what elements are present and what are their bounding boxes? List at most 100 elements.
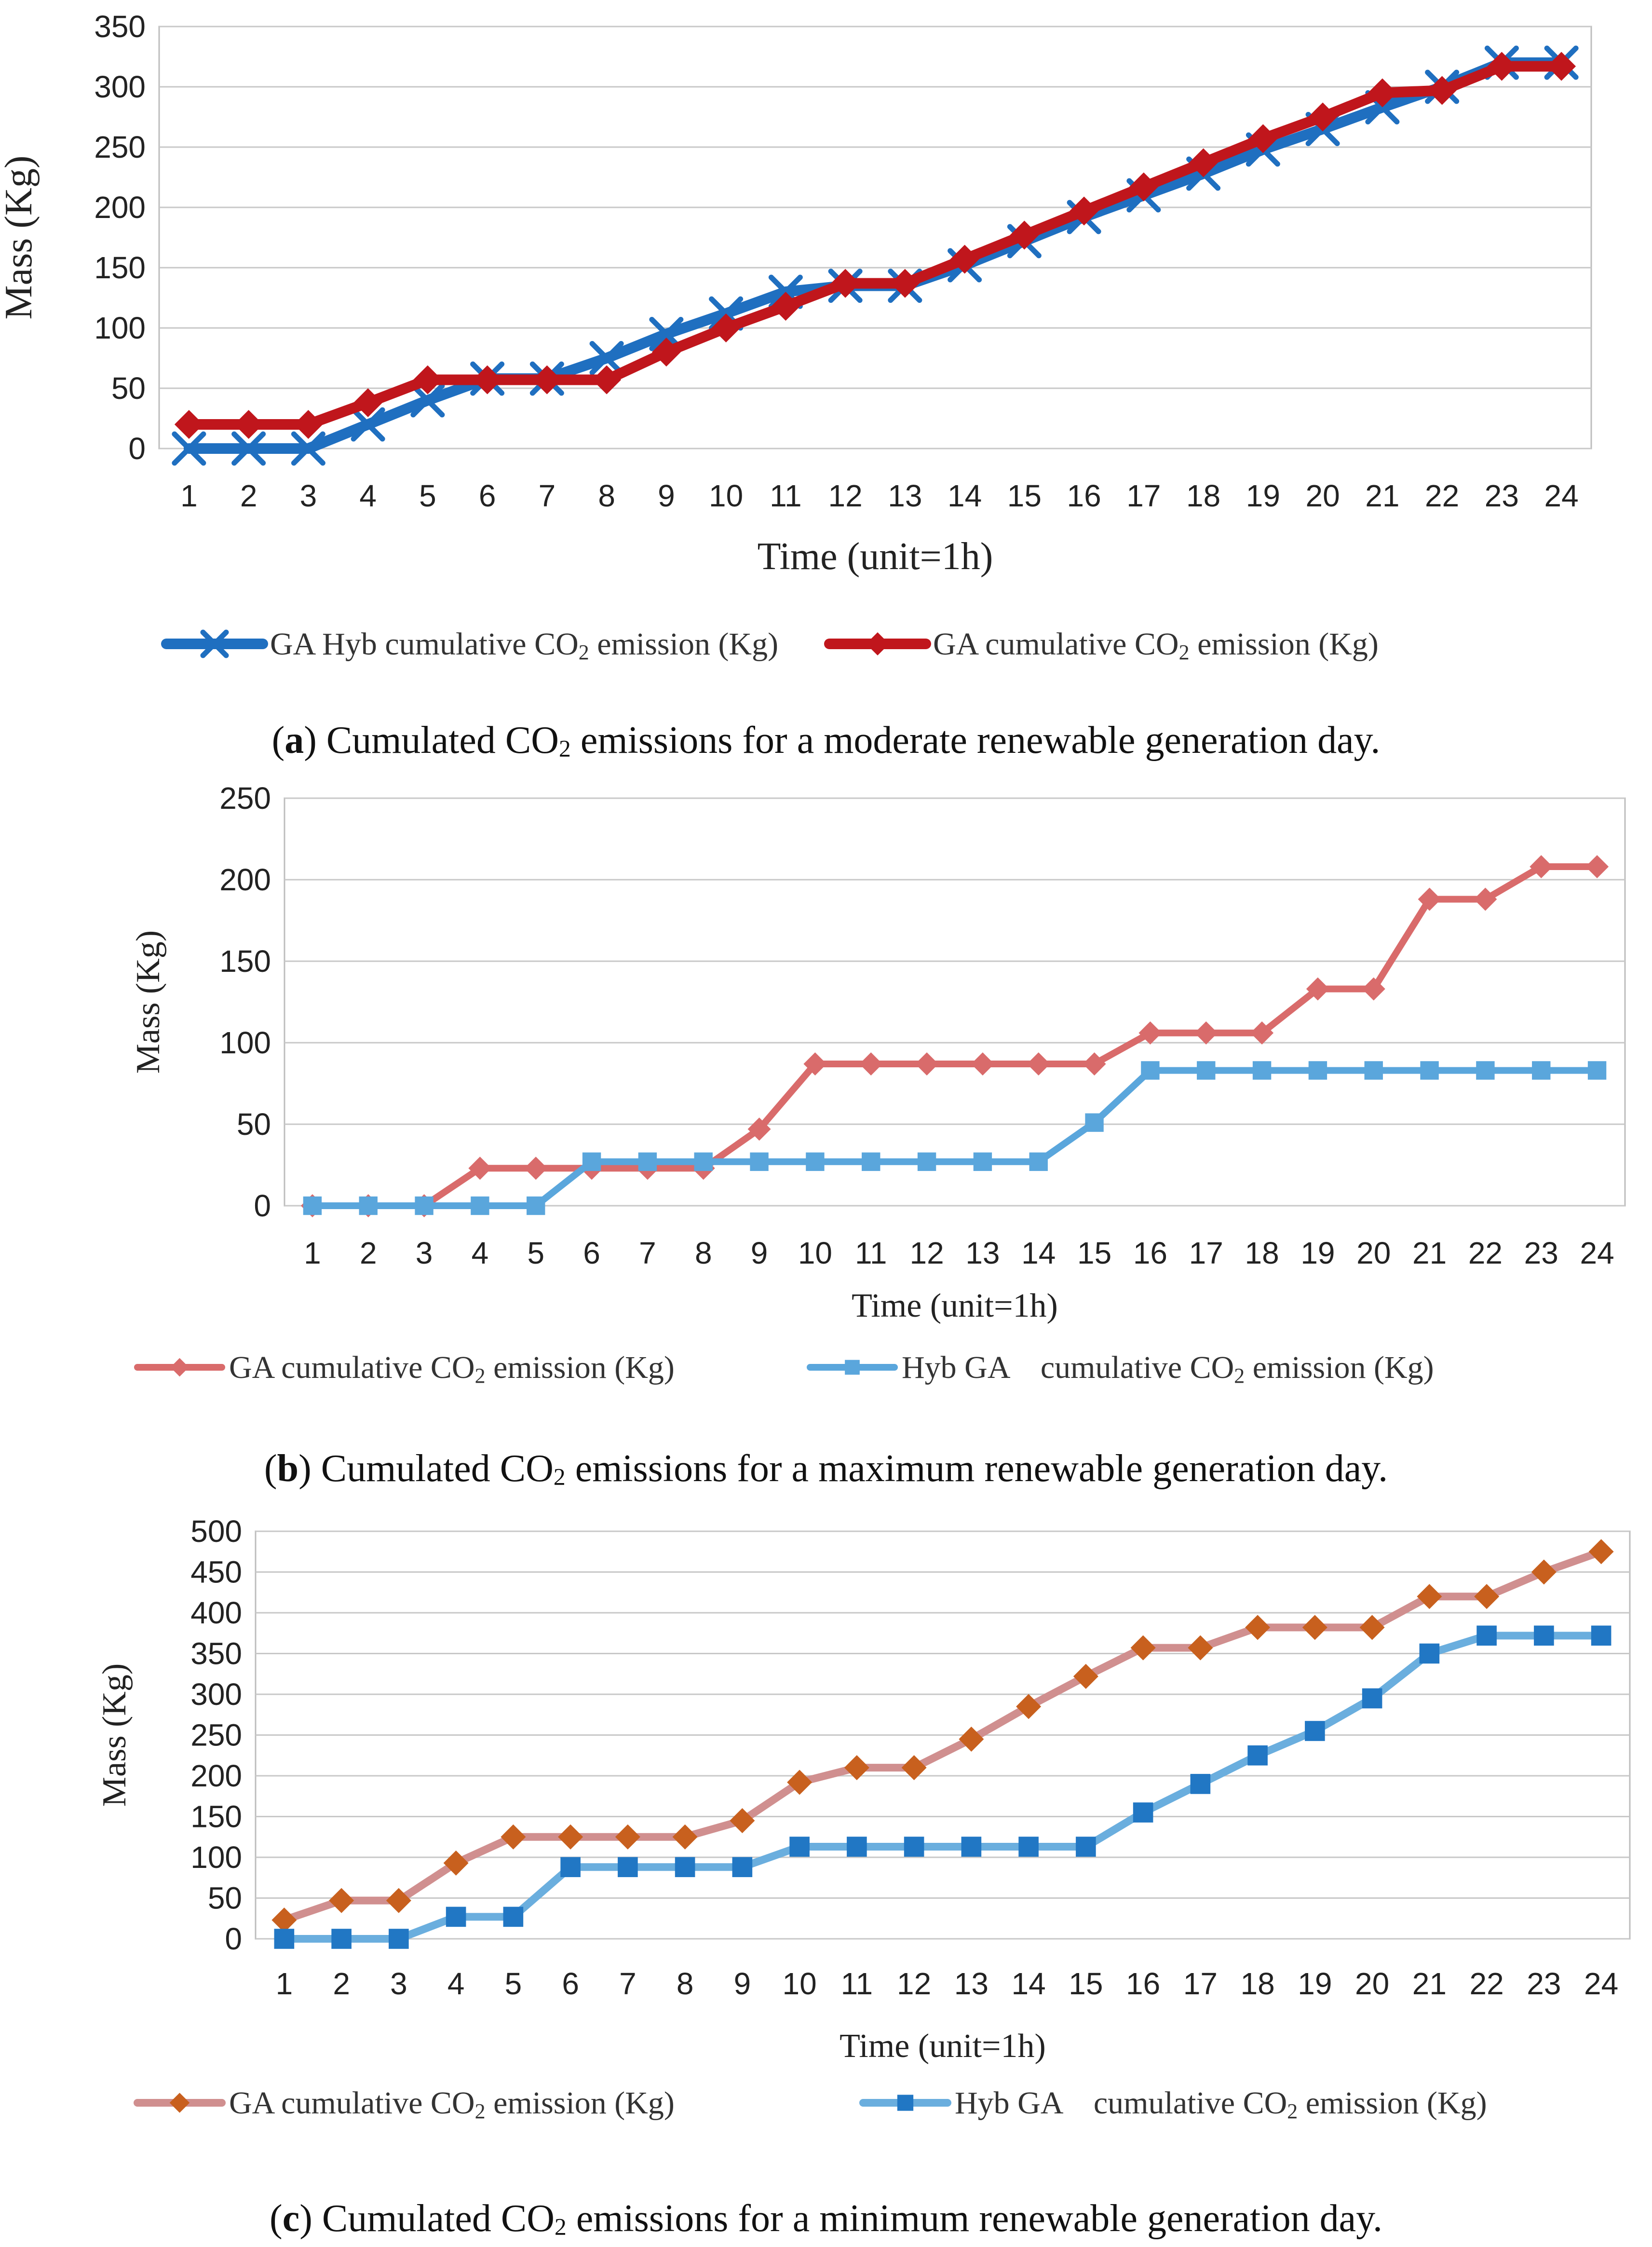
y-tick-label: 0	[128, 431, 146, 466]
x-tick-label: 13	[965, 1236, 1000, 1270]
data-point	[971, 1052, 994, 1076]
x-tick-label: 10	[783, 1966, 817, 2001]
y-tick-label: 50	[208, 1881, 242, 1916]
data-point	[1194, 1021, 1218, 1045]
data-point	[844, 1755, 869, 1781]
x-tick-label: 8	[695, 1236, 712, 1270]
y-tick-label: 0	[254, 1188, 271, 1223]
data-point	[750, 1152, 769, 1171]
data-point	[294, 410, 323, 439]
legend-label: GA cumulative CO2 emission (Kg)	[933, 626, 1379, 664]
x-tick-label: 17	[1183, 1966, 1218, 2001]
data-point	[1547, 52, 1576, 81]
x-tick-label: 19	[1298, 1966, 1332, 2001]
x-tick-label: 5	[527, 1236, 544, 1270]
x-tick-label: 9	[734, 1966, 751, 2001]
data-point	[1585, 855, 1609, 878]
x-tick-label: 16	[1067, 478, 1101, 513]
x-tick-label: 10	[798, 1236, 832, 1270]
x-tick-label: 6	[479, 478, 496, 513]
data-point	[1076, 1837, 1096, 1857]
x-tick-label: 13	[954, 1966, 988, 2001]
data-point	[1018, 1837, 1039, 1857]
x-axis-label: Time (unit=1h)	[840, 2028, 1046, 2065]
data-point	[915, 1052, 939, 1076]
x-tick-label: 4	[447, 1966, 465, 2001]
data-point	[1476, 1061, 1495, 1080]
y-tick-label: 500	[190, 1514, 242, 1549]
data-point	[1247, 1745, 1268, 1766]
x-tick-label: 24	[1544, 478, 1579, 513]
caption-c: (c) Cumulated CO2 emissions for a minimu…	[270, 2197, 1382, 2240]
x-tick-label: 22	[1468, 1236, 1503, 1270]
data-point	[917, 1152, 936, 1171]
x-tick-label: 21	[1412, 1966, 1447, 2001]
data-point	[1188, 1635, 1213, 1661]
x-tick-label: 6	[562, 1966, 579, 2001]
y-tick-label: 0	[225, 1921, 242, 1956]
x-tick-label: 7	[639, 1236, 656, 1270]
x-tick-label: 9	[658, 478, 675, 513]
x-tick-label: 7	[619, 1966, 636, 2001]
caption-a: (a) Cumulated CO2 emissions for a modera…	[271, 719, 1381, 762]
y-tick-label: 200	[94, 190, 146, 225]
x-tick-label: 7	[539, 478, 556, 513]
x-tick-label: 14	[1012, 1966, 1046, 2001]
data-point	[1532, 1061, 1551, 1080]
y-tick-label: 450	[190, 1555, 242, 1590]
x-tick-label: 15	[1069, 1966, 1103, 2001]
legend-label: Hyb GA cumulative CO2 emission (Kg)	[902, 1350, 1434, 1388]
legend-marker	[897, 2095, 914, 2111]
legend-entry-1: GA cumulative CO2 emission (Kg)	[134, 2085, 675, 2123]
caption-b: (b) Cumulated CO2 emissions for a maximu…	[264, 1447, 1388, 1490]
data-point	[771, 292, 800, 321]
legend-marker	[169, 2093, 190, 2113]
data-point	[589, 341, 624, 375]
data-point	[172, 431, 206, 466]
x-tick-label: 20	[1355, 1966, 1389, 2001]
data-point	[803, 1052, 827, 1076]
data-point	[787, 1770, 812, 1795]
data-point	[961, 1837, 982, 1857]
data-point	[1587, 1061, 1607, 1080]
data-point	[890, 269, 920, 298]
data-point	[789, 1837, 810, 1857]
x-tick-label: 3	[416, 1236, 433, 1270]
data-point	[1474, 1584, 1500, 1609]
series-line	[309, 1067, 1601, 1209]
x-tick-label: 4	[359, 478, 377, 513]
data-point	[1130, 1635, 1156, 1661]
x-tick-label: 5	[505, 1966, 522, 2001]
y-tick-label: 350	[94, 9, 146, 44]
data-point	[1308, 1061, 1327, 1080]
x-axis-label: Time (unit=1h)	[758, 535, 993, 578]
y-tick-label: 200	[219, 862, 271, 897]
legend-label: GA cumulative CO2 emission (Kg)	[229, 2085, 675, 2123]
data-point	[1189, 148, 1218, 177]
data-point	[592, 365, 622, 395]
plot-area	[284, 797, 1626, 1207]
x-tick-label: 11	[855, 1236, 887, 1270]
legend-entry-2: GA cumulative CO2 emission (Kg)	[824, 626, 1379, 664]
data-point	[389, 1929, 409, 1949]
data-point	[291, 431, 325, 466]
x-tick-label: 12	[909, 1236, 944, 1270]
x-tick-label: 19	[1300, 1236, 1335, 1270]
data-point	[1487, 52, 1517, 81]
data-point	[468, 1157, 492, 1180]
legend-label: GA Hyb cumulative CO2 emission (Kg)	[270, 626, 778, 664]
data-point	[651, 338, 681, 367]
x-tick-label: 11	[770, 478, 801, 513]
x-tick-label: 20	[1306, 478, 1340, 513]
x-tick-label: 16	[1133, 1236, 1167, 1270]
y-tick-label: 150	[190, 1799, 242, 1834]
x-tick-label: 23	[1527, 1966, 1561, 2001]
x-tick-label: 1	[276, 1966, 293, 2001]
data-point	[1476, 1625, 1497, 1646]
data-point	[1248, 124, 1278, 153]
data-point	[1073, 1663, 1098, 1689]
data-point	[558, 1824, 583, 1850]
data-point	[672, 1824, 698, 1850]
